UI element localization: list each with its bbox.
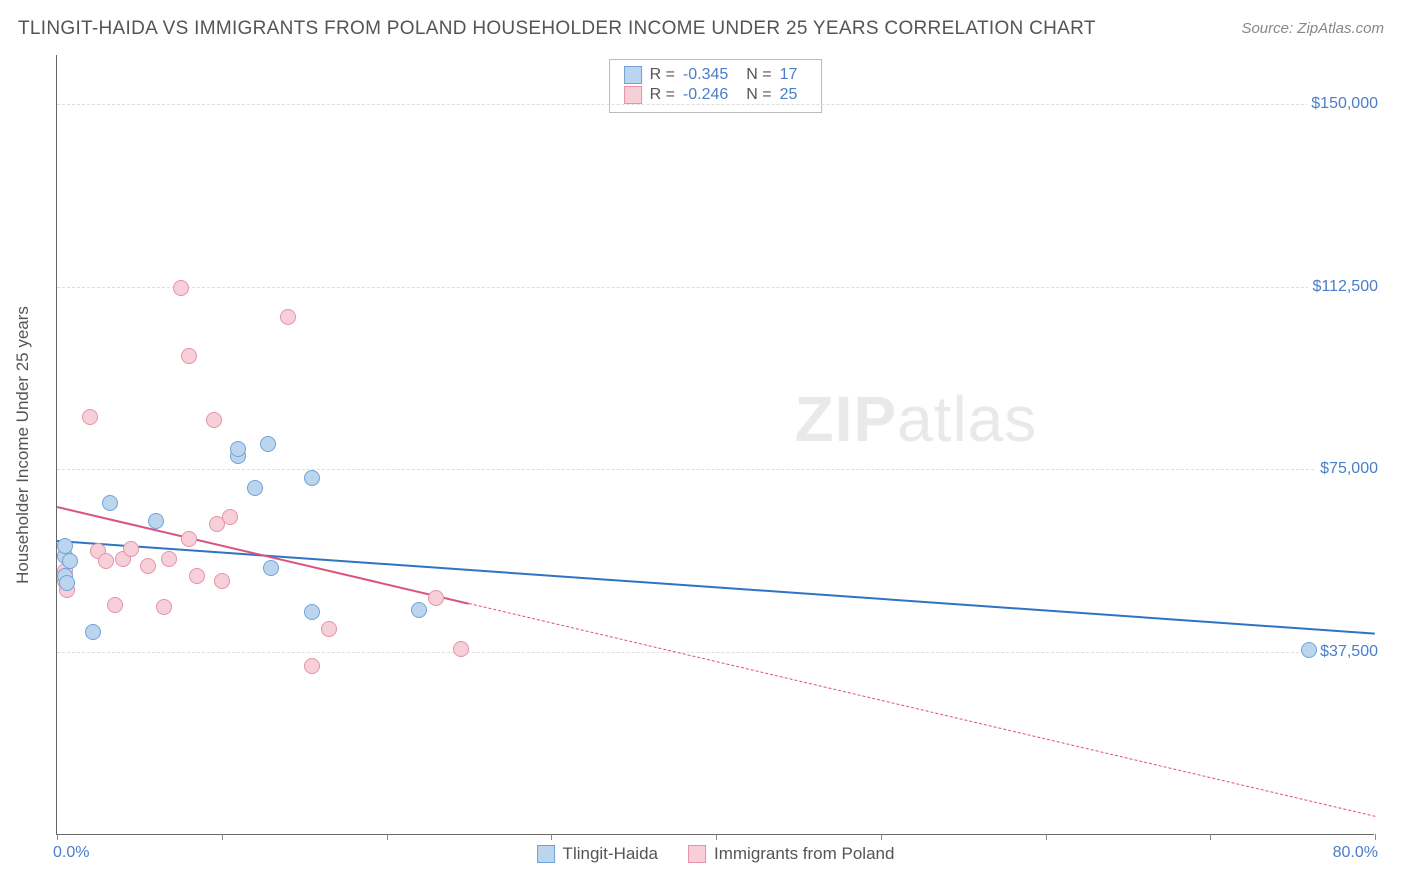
data-point xyxy=(98,553,114,569)
y-axis-label: Householder Income Under 25 years xyxy=(13,306,33,584)
data-point xyxy=(304,658,320,674)
stats-r-label: R = xyxy=(650,86,675,104)
data-point xyxy=(161,551,177,567)
gridline xyxy=(57,104,1374,105)
data-point xyxy=(247,480,263,496)
x-tick xyxy=(222,834,223,840)
swatch-icon xyxy=(624,66,642,84)
data-point xyxy=(156,599,172,615)
chart-title: TLINGIT-HAIDA VS IMMIGRANTS FROM POLAND … xyxy=(18,18,1096,40)
data-point xyxy=(189,568,205,584)
watermark-bold: ZIP xyxy=(795,383,898,455)
data-point xyxy=(214,573,230,589)
legend-label: Tlingit-Haida xyxy=(563,844,658,864)
stats-row: R = -0.246 N = 25 xyxy=(624,86,808,104)
legend-item: Tlingit-Haida xyxy=(537,844,658,864)
data-point xyxy=(230,441,246,457)
data-point xyxy=(428,590,444,606)
swatch-icon xyxy=(688,845,706,863)
legend-label: Immigrants from Poland xyxy=(714,844,894,864)
swatch-icon xyxy=(537,845,555,863)
data-point xyxy=(57,538,73,554)
stats-row: R = -0.345 N = 17 xyxy=(624,66,808,84)
data-point xyxy=(102,495,118,511)
stats-r-value: -0.345 xyxy=(683,66,728,84)
y-tick-label: $75,000 xyxy=(1316,460,1382,478)
stats-n-value: 17 xyxy=(780,66,798,84)
gridline xyxy=(57,287,1374,288)
y-tick-label: $150,000 xyxy=(1307,95,1382,113)
x-tick xyxy=(1375,834,1376,840)
data-point xyxy=(62,553,78,569)
gridline xyxy=(57,652,1374,653)
x-tick xyxy=(387,834,388,840)
stats-box: R = -0.345 N = 17 R = -0.246 N = 25 xyxy=(609,59,823,113)
data-point xyxy=(59,575,75,591)
stats-n-value: 25 xyxy=(780,86,798,104)
x-tick xyxy=(1210,834,1211,840)
data-point xyxy=(260,436,276,452)
data-point xyxy=(181,531,197,547)
stats-r-label: R = xyxy=(650,66,675,84)
data-point xyxy=(85,624,101,640)
trend-line-dashed xyxy=(469,603,1375,817)
data-point xyxy=(304,604,320,620)
data-point xyxy=(222,509,238,525)
data-point xyxy=(280,309,296,325)
data-point xyxy=(411,602,427,618)
data-point xyxy=(453,641,469,657)
x-tick xyxy=(551,834,552,840)
chart-container: TLINGIT-HAIDA VS IMMIGRANTS FROM POLAND … xyxy=(0,0,1406,892)
x-max-label: 80.0% xyxy=(1333,844,1378,862)
watermark: ZIPatlas xyxy=(795,382,1038,456)
x-tick xyxy=(716,834,717,840)
data-point xyxy=(304,470,320,486)
data-point xyxy=(148,513,164,529)
data-point xyxy=(140,558,156,574)
swatch-icon xyxy=(624,86,642,104)
source-label: Source: ZipAtlas.com xyxy=(1241,20,1384,37)
gridline xyxy=(57,469,1374,470)
legend: Tlingit-Haida Immigrants from Poland xyxy=(537,844,895,864)
data-point xyxy=(123,541,139,557)
x-min-label: 0.0% xyxy=(53,844,89,862)
x-tick xyxy=(1046,834,1047,840)
x-tick xyxy=(57,834,58,840)
data-point xyxy=(173,280,189,296)
watermark-rest: atlas xyxy=(897,383,1037,455)
data-point xyxy=(107,597,123,613)
legend-item: Immigrants from Poland xyxy=(688,844,894,864)
data-point xyxy=(263,560,279,576)
plot-area: ZIPatlas Householder Income Under 25 yea… xyxy=(56,55,1374,835)
data-point xyxy=(1301,642,1317,658)
y-tick-label: $112,500 xyxy=(1308,278,1382,296)
data-point xyxy=(206,412,222,428)
stats-n-label: N = xyxy=(746,86,771,104)
y-tick-label: $37,500 xyxy=(1316,643,1382,661)
data-point xyxy=(82,409,98,425)
x-tick xyxy=(881,834,882,840)
stats-n-label: N = xyxy=(746,66,771,84)
stats-r-value: -0.246 xyxy=(683,86,728,104)
data-point xyxy=(181,348,197,364)
data-point xyxy=(321,621,337,637)
